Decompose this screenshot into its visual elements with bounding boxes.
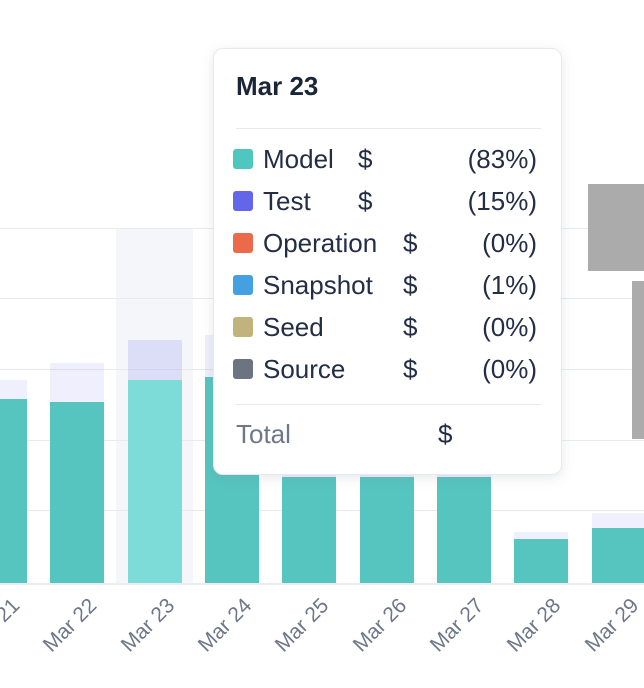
tooltip-series-label: Operation <box>263 228 378 258</box>
redaction-box-model-test <box>588 184 644 271</box>
bar-segment-test <box>0 380 27 399</box>
tooltip-percent-value: (0%) <box>482 312 537 342</box>
bar-segment-model <box>127 380 182 583</box>
bar-segment-model <box>436 477 491 583</box>
tooltip-percent-value: (15%) <box>467 186 537 216</box>
tooltip-percent-value: (0%) <box>482 228 537 258</box>
test-series-swatch-icon <box>233 191 253 211</box>
tooltip-row-test: Test $ (15%) <box>214 180 561 222</box>
tooltip-currency-sign: $ <box>358 186 373 216</box>
tooltip-row-operation: Operation $ (0%) <box>214 222 561 264</box>
bar-segment-test <box>514 532 569 539</box>
tooltip-divider-total <box>236 404 541 405</box>
tooltip-series-label: Snapshot <box>263 270 373 300</box>
bar-mar-23[interactable] <box>127 340 182 583</box>
tooltip-series-label: Test <box>263 186 311 216</box>
bar-segment-test <box>591 513 644 528</box>
tooltip-currency-sign: $ <box>403 354 418 384</box>
x-axis-line <box>0 583 644 585</box>
bar-mar-26[interactable] <box>359 468 414 583</box>
bar-mar-28[interactable] <box>514 532 569 583</box>
bar-segment-test <box>127 340 182 380</box>
bar-segment-model <box>591 528 644 583</box>
tooltip-currency-sign: $ <box>403 228 418 258</box>
tooltip-row-model: Model $ (83%) <box>214 138 561 180</box>
bar-mar-29[interactable] <box>591 513 644 583</box>
bar-segment-model <box>50 402 105 583</box>
operation-series-swatch-icon <box>233 233 253 253</box>
bar-segment-test <box>50 363 105 402</box>
chart-tooltip: Mar 23 Model $ (83%) Test $ (15%) Operation $ (0… <box>213 48 644 475</box>
bar-segment-model <box>282 477 337 583</box>
redaction-box-other-rows <box>632 281 644 439</box>
bar-segment-model <box>359 477 414 583</box>
bar-mar-21[interactable] <box>0 380 27 583</box>
bar-mar-22[interactable] <box>50 363 105 583</box>
tooltip-row-source: Source $ (0%) <box>214 348 561 390</box>
tooltip-series-label: Seed <box>263 312 324 342</box>
bar-mar-27[interactable] <box>436 468 491 583</box>
tooltip-series-label: Model <box>263 144 334 174</box>
tooltip-percent-value: (83%) <box>467 144 537 174</box>
tooltip-percent-value: (1%) <box>482 270 537 300</box>
tooltip-series-label: Source <box>263 354 346 384</box>
bar-mar-25[interactable] <box>282 468 337 583</box>
snapshot-series-swatch-icon <box>233 275 253 295</box>
model-series-swatch-icon <box>233 149 253 169</box>
tooltip-percent-value: (0%) <box>482 354 537 384</box>
tooltip-currency-sign: $ <box>403 270 418 300</box>
seed-series-swatch-icon <box>233 317 253 337</box>
bar-segment-model <box>0 399 27 583</box>
tooltip-currency-sign: $ <box>403 312 418 342</box>
tooltip-total-currency: $ <box>438 419 453 449</box>
source-series-swatch-icon <box>233 359 253 379</box>
tooltip-total-label: Total <box>236 419 291 449</box>
tooltip-row-snapshot: Snapshot $ (1%) <box>214 264 561 306</box>
bar-segment-model <box>514 539 569 583</box>
tooltip-divider-top <box>236 128 541 129</box>
tooltip-currency-sign: $ <box>358 144 373 174</box>
tooltip-title: Mar 23 <box>236 71 319 101</box>
tooltip-row-seed: Seed $ (0%) <box>214 306 561 348</box>
